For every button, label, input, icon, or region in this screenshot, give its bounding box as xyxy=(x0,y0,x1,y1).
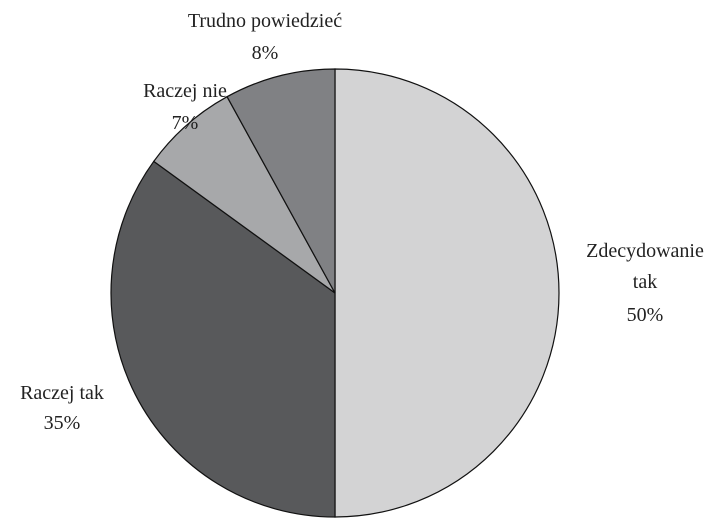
slice-label: Raczej nie xyxy=(143,80,227,102)
slice-label: Raczej tak xyxy=(20,382,104,404)
pie-slice xyxy=(110,160,336,518)
value-label: 35% xyxy=(43,412,81,434)
pie-slice xyxy=(226,68,336,294)
value-label: 8% xyxy=(251,42,279,64)
slice-label: Zdecydowanie tak xyxy=(586,240,704,293)
value-label: 7% xyxy=(171,112,199,134)
value-label: 50% xyxy=(626,304,664,326)
pie-slice xyxy=(334,68,560,518)
slice-label: Trudno powiedzieć xyxy=(187,10,343,32)
